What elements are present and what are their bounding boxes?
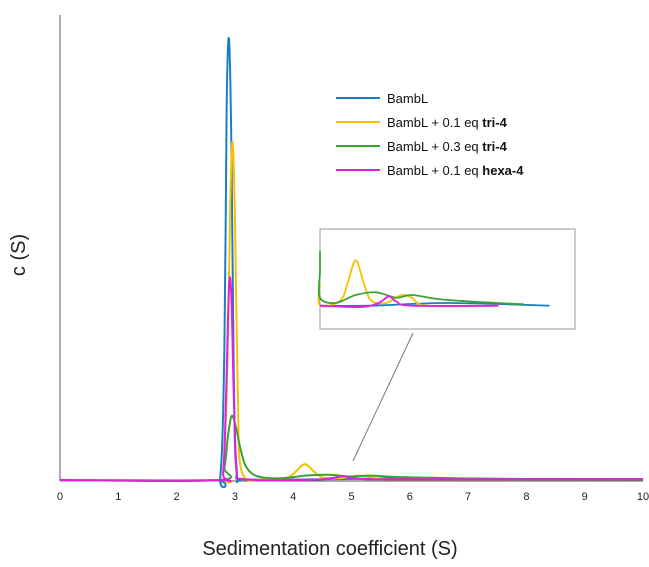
x-tick-label: 2 xyxy=(174,491,180,503)
x-tick-label: 10 xyxy=(637,491,649,503)
legend: BambL BambL + 0.1 eq tri-4 BambL + 0.3 eq … xyxy=(336,91,524,178)
inset-connector-line xyxy=(352,332,414,462)
inset-series-line-4 xyxy=(319,295,499,308)
inset-series-line-3 xyxy=(317,250,525,306)
x-tick-label: 4 xyxy=(290,491,296,503)
series-line-4 xyxy=(59,276,643,483)
legend-label-1: BambL xyxy=(387,91,428,106)
x-tick-label: 3 xyxy=(232,491,238,503)
legend-label-2: BambL + 0.1 eq tri-4 xyxy=(387,115,508,130)
inset-frame xyxy=(319,228,576,330)
x-axis-title: Sedimentation coefficient (S) xyxy=(202,538,457,560)
y-axis-title: c (S) xyxy=(8,234,30,276)
series-line-3 xyxy=(59,414,644,483)
x-tick-label: 1 xyxy=(115,491,121,503)
legend-label-4: BambL + 0.1 eq hexa-4 xyxy=(387,163,524,178)
x-tick-label: 5 xyxy=(348,491,354,503)
x-tick-label: 0 xyxy=(57,491,63,503)
inset-zoom xyxy=(317,228,576,462)
x-tick-label: 7 xyxy=(465,491,471,503)
x-tick-label: 6 xyxy=(407,491,413,503)
legend-label-3: BambL + 0.3 eq tri-4 xyxy=(387,139,508,154)
x-tick-label: 8 xyxy=(523,491,529,503)
series-layer xyxy=(59,36,644,489)
x-tick-label: 9 xyxy=(582,491,588,503)
